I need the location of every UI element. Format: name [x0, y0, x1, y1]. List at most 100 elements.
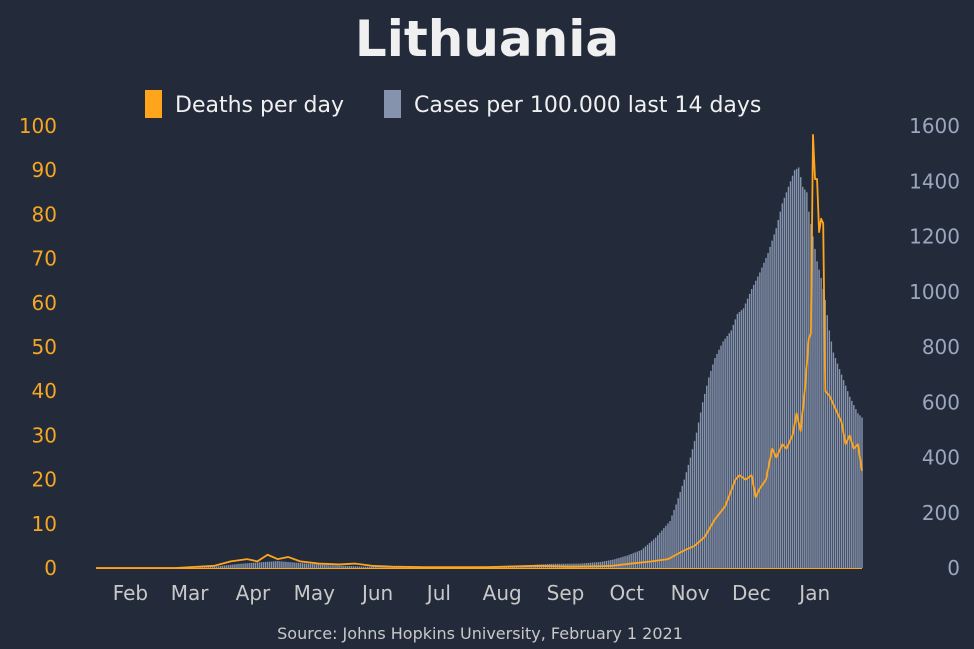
- cases-bar: [338, 565, 340, 568]
- cases-bar: [679, 492, 681, 568]
- cases-bar: [307, 563, 310, 568]
- cases-bar: [328, 565, 330, 568]
- cases-bar: [356, 566, 359, 569]
- cases-bar: [800, 177, 802, 569]
- cases-bar: [608, 560, 610, 568]
- cases-bar: [242, 563, 244, 568]
- cases-bar: [273, 561, 275, 568]
- cases-bar: [685, 472, 688, 568]
- left-tick-label: 0: [44, 556, 57, 580]
- cases-bar: [236, 564, 238, 568]
- cases-bar: [742, 308, 745, 568]
- cases-bar: [808, 211, 810, 568]
- cases-bar: [802, 186, 804, 568]
- cases-bar: [612, 559, 614, 568]
- cases-bar: [240, 563, 242, 568]
- cases-bar: [603, 561, 606, 568]
- cases-bar: [795, 168, 798, 568]
- cases-bar: [734, 319, 737, 569]
- cases-bar: [366, 566, 369, 568]
- cases-bar: [659, 532, 661, 568]
- cases-bar: [246, 563, 248, 568]
- right-tick-label: 800: [922, 335, 960, 359]
- cases-bar: [614, 559, 616, 568]
- cases-bar: [610, 560, 612, 568]
- cases-bar: [750, 288, 753, 568]
- cases-bar: [738, 312, 741, 568]
- cases-bar: [779, 211, 782, 568]
- cases-bar: [710, 370, 712, 568]
- cases-bar: [593, 562, 596, 568]
- cases-bar: [773, 234, 775, 568]
- cases-bar: [313, 564, 316, 568]
- cases-bar: [279, 561, 281, 568]
- cases-bar: [642, 548, 645, 568]
- cases-bar: [360, 566, 363, 568]
- cases-bar: [838, 369, 841, 568]
- cases-bar: [628, 554, 630, 568]
- cases-bar: [250, 562, 252, 568]
- cases-bar: [601, 561, 604, 568]
- cases-bar: [661, 530, 663, 568]
- cases-bar: [849, 396, 851, 568]
- month-tick-label: Aug: [483, 581, 522, 605]
- cases-bar: [264, 561, 267, 568]
- cases-bar: [775, 228, 777, 568]
- cases-bar: [759, 272, 761, 568]
- cases-bar: [336, 565, 338, 568]
- cases-bar: [211, 566, 214, 568]
- cases-bar: [248, 563, 250, 568]
- cases-bar: [851, 400, 853, 568]
- cases-bar: [691, 449, 694, 568]
- cases-bar: [364, 566, 367, 568]
- left-tick-label: 20: [32, 468, 57, 492]
- month-tick-label: Mar: [171, 581, 210, 605]
- cases-bar: [228, 565, 230, 568]
- cases-bar: [346, 565, 348, 568]
- cases-bar: [728, 333, 730, 568]
- cases-bar: [781, 203, 784, 568]
- cases-bar: [708, 377, 710, 568]
- cases-bar: [289, 562, 291, 568]
- cases-bar: [344, 565, 346, 568]
- cases-bar: [260, 562, 263, 568]
- cases-bar: [789, 181, 792, 568]
- cases-bar: [806, 192, 808, 569]
- cases-bar: [648, 542, 651, 568]
- cases-bar: [299, 563, 301, 568]
- cases-bar: [616, 558, 618, 568]
- right-tick-label: 400: [922, 446, 960, 470]
- cases-bar: [283, 561, 285, 568]
- cases-bar: [663, 528, 665, 568]
- cases-bar: [671, 515, 673, 568]
- cases-bar: [256, 562, 259, 568]
- left-tick-label: 40: [32, 379, 57, 403]
- cases-bar: [730, 330, 732, 568]
- cases-bar: [277, 561, 279, 568]
- left-tick-label: 90: [32, 158, 57, 182]
- right-tick-label: 1400: [909, 169, 960, 193]
- left-axis-ticks: 0 10 20 30 40 50 60 70 80 90 100: [19, 114, 57, 580]
- cases-bar: [853, 405, 855, 568]
- month-tick-label: Dec: [732, 581, 771, 605]
- cases-bar: [262, 562, 265, 568]
- cases-bar: [358, 566, 361, 568]
- cases-bar: [383, 566, 385, 568]
- cases-bar: [654, 537, 657, 568]
- cases-bar: [657, 535, 659, 568]
- cases-bar: [371, 566, 373, 568]
- cases-bar: [689, 457, 692, 568]
- cases-bar: [377, 566, 379, 568]
- left-tick-label: 30: [32, 423, 57, 447]
- cases-bar: [252, 562, 254, 568]
- right-axis-ticks: 0 200 400 600 800 1000 1200 1400 1600: [909, 114, 960, 580]
- cases-bar: [640, 550, 643, 568]
- cases-bar: [379, 566, 381, 568]
- legend-swatch-deaths: [145, 90, 162, 118]
- cases-bar: [712, 364, 714, 568]
- cases-bar: [638, 550, 641, 568]
- cases-bar: [221, 565, 224, 568]
- left-tick-label: 70: [32, 247, 57, 271]
- right-tick-label: 1200: [909, 225, 960, 249]
- cases-bar: [381, 566, 383, 568]
